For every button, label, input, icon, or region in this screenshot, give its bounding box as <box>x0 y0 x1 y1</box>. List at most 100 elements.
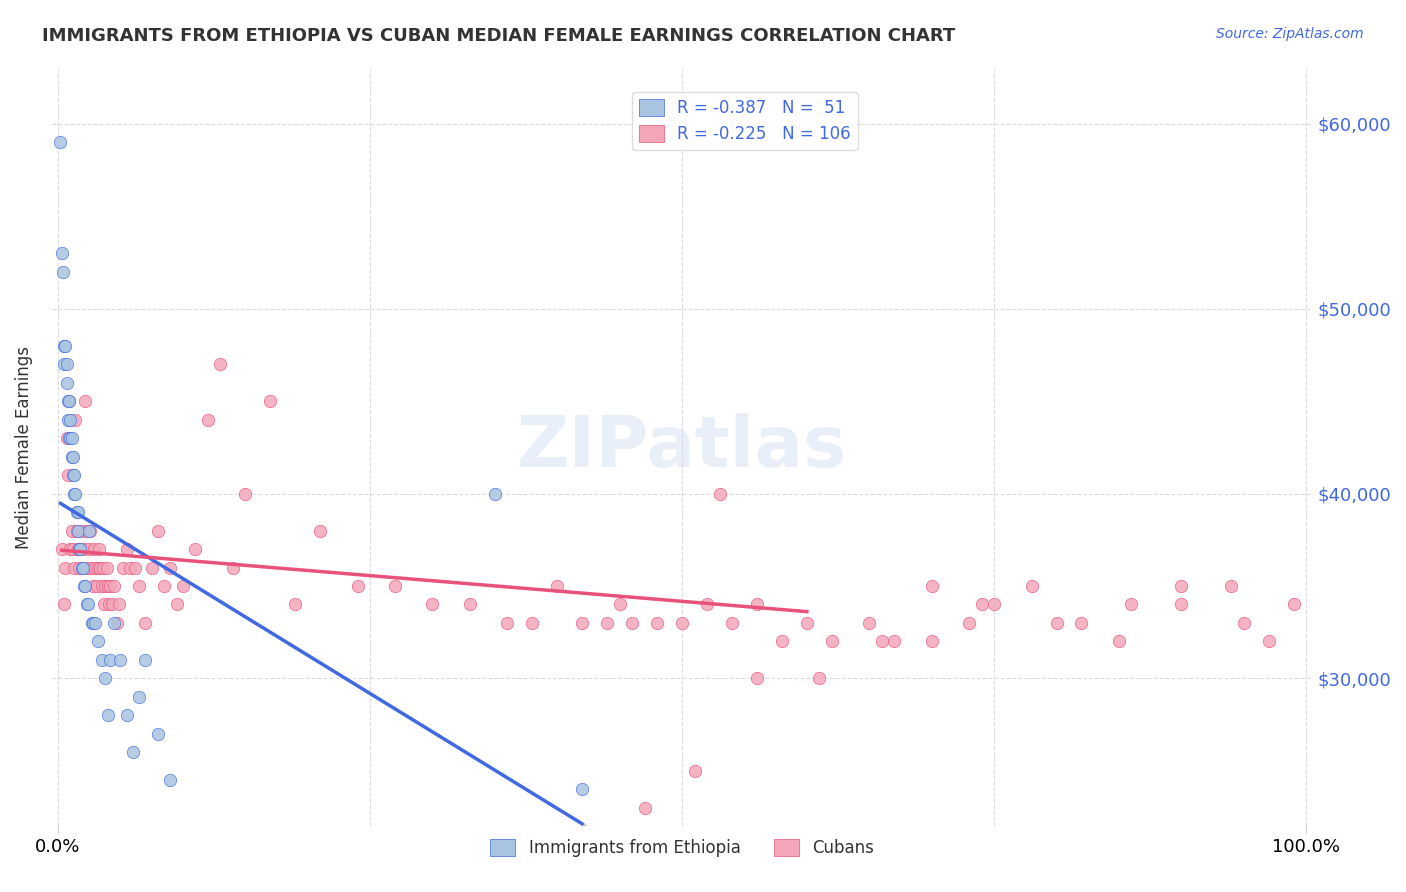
Point <box>233 486 256 500</box>
Point <box>146 524 169 538</box>
Point <box>87 560 110 574</box>
Point <box>1220 579 1243 593</box>
Point <box>52 265 75 279</box>
Point <box>63 486 86 500</box>
Point <box>55 357 77 371</box>
Point <box>522 615 544 630</box>
Point <box>1108 634 1130 648</box>
Point <box>1233 615 1256 630</box>
Point <box>70 560 93 574</box>
Point <box>745 672 768 686</box>
Point <box>67 560 90 574</box>
Point <box>1170 579 1192 593</box>
Point <box>172 579 194 593</box>
Point <box>284 598 307 612</box>
Point <box>59 431 82 445</box>
Point <box>124 560 146 574</box>
Point <box>58 394 80 409</box>
Point <box>97 579 120 593</box>
Point <box>80 615 103 630</box>
Point <box>1170 598 1192 612</box>
Point <box>76 598 98 612</box>
Point <box>458 598 481 612</box>
Point <box>122 745 145 759</box>
Point <box>166 598 188 612</box>
Point <box>60 450 83 464</box>
Point <box>645 615 668 630</box>
Point <box>184 542 207 557</box>
Point <box>69 542 91 557</box>
Point <box>89 560 111 574</box>
Point <box>621 615 644 630</box>
Point <box>209 357 232 371</box>
Point <box>84 560 107 574</box>
Point <box>91 560 114 574</box>
Point <box>90 653 112 667</box>
Point <box>80 560 103 574</box>
Point <box>75 579 97 593</box>
Point <box>571 782 593 797</box>
Point <box>63 560 86 574</box>
Point <box>128 579 150 593</box>
Point <box>55 431 77 445</box>
Point <box>65 486 87 500</box>
Point <box>70 524 93 538</box>
Point <box>796 615 818 630</box>
Point <box>56 468 79 483</box>
Point <box>222 560 245 574</box>
Point <box>49 136 72 150</box>
Point <box>197 412 219 426</box>
Point <box>63 468 86 483</box>
Point <box>56 412 79 426</box>
Point <box>721 615 744 630</box>
Point <box>72 560 94 574</box>
Point <box>1257 634 1279 648</box>
Point <box>103 579 125 593</box>
Point <box>484 486 506 500</box>
Point <box>683 764 706 778</box>
Point <box>146 727 169 741</box>
Point <box>66 524 89 538</box>
Point <box>745 598 768 612</box>
Point <box>821 634 844 648</box>
Point <box>96 560 118 574</box>
Point <box>671 615 693 630</box>
Point <box>82 579 104 593</box>
Point <box>346 579 368 593</box>
Point <box>55 560 77 574</box>
Point <box>75 394 97 409</box>
Point <box>77 542 100 557</box>
Point <box>53 339 76 353</box>
Point <box>105 615 128 630</box>
Point <box>60 431 83 445</box>
Point <box>66 505 89 519</box>
Point <box>103 615 125 630</box>
Point <box>53 357 76 371</box>
Point <box>58 431 80 445</box>
Point <box>115 708 138 723</box>
Point <box>609 598 631 612</box>
Point <box>83 542 105 557</box>
Point <box>60 524 83 538</box>
Point <box>159 773 181 788</box>
Point <box>98 598 121 612</box>
Text: ZIPatlas: ZIPatlas <box>517 413 848 482</box>
Point <box>957 615 980 630</box>
Point <box>110 653 132 667</box>
Point <box>1045 615 1067 630</box>
Point <box>100 598 122 612</box>
Point <box>983 598 1005 612</box>
Point <box>51 542 73 557</box>
Point <box>100 653 122 667</box>
Point <box>62 542 84 557</box>
Point <box>111 560 134 574</box>
Point <box>134 653 156 667</box>
Point <box>59 542 82 557</box>
Point <box>66 524 89 538</box>
Point <box>84 615 107 630</box>
Text: IMMIGRANTS FROM ETHIOPIA VS CUBAN MEDIAN FEMALE EARNINGS CORRELATION CHART: IMMIGRANTS FROM ETHIOPIA VS CUBAN MEDIAN… <box>42 27 956 45</box>
Point <box>970 598 993 612</box>
Point <box>82 615 104 630</box>
Point <box>696 598 718 612</box>
Point <box>79 524 101 538</box>
